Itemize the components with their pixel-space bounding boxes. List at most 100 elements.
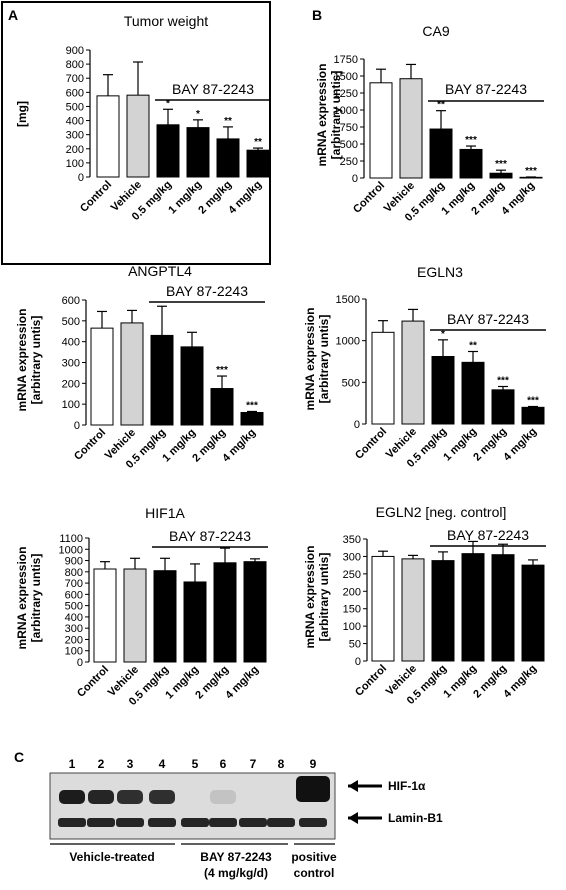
y-tick-label: 800 (66, 59, 84, 71)
lane-number: 1 (69, 757, 76, 771)
chart-title: EGLN2 [neg. control] (376, 504, 507, 520)
bay-group-label-2: (4 mg/kg/d) (204, 866, 268, 880)
western-blot: 1 2 3 4 5 6 7 8 9 HIF-1α Lamin-B1 Vehicle-treate… (49, 757, 443, 880)
y-tick-label: 600 (66, 87, 84, 99)
significance-label: *** (527, 396, 539, 407)
x-tick-label: Control (351, 180, 387, 216)
y-axis-label-2: [arbitrary untis] (29, 316, 43, 405)
y-tick-label: 1250 (334, 88, 358, 100)
lamin-band (58, 818, 86, 827)
y-axis-label-2: [arbitrary untis] (317, 315, 331, 404)
y-axis-label-2: [arbitrary untis] (29, 554, 43, 643)
significance-label: * (196, 109, 200, 120)
y-tick-label: 200 (65, 634, 83, 646)
hif-band (210, 790, 236, 804)
positive-group-label-1: positive (291, 850, 337, 864)
lane-number: 3 (127, 757, 134, 771)
bar (461, 553, 485, 662)
hif-band (117, 790, 143, 804)
y-tick-label: 300 (343, 551, 361, 563)
bar (519, 176, 543, 179)
hif-band-label: HIF-1α (388, 779, 426, 793)
bar (96, 95, 120, 178)
lamin-arrow-head (348, 812, 358, 824)
significance-label: * (166, 98, 170, 109)
lane-number: 6 (220, 757, 227, 771)
x-tick-label: 4 mg/kg (220, 427, 258, 465)
y-axis-label-2: [arbitrary untis] (329, 71, 343, 160)
y-tick-label: 500 (62, 316, 80, 328)
hif-band (88, 790, 114, 804)
treatment-bracket-label: BAY 87-2243 (445, 81, 527, 97)
y-tick-label: 500 (65, 601, 83, 613)
lane-number: 9 (310, 757, 317, 771)
y-tick-label: 200 (66, 144, 84, 156)
significance-label: *** (465, 135, 477, 146)
y-tick-label: 1000 (59, 544, 83, 556)
bar (491, 389, 515, 425)
x-tick-label: Control (353, 663, 389, 699)
bar (240, 412, 264, 426)
x-tick-label: Control (75, 664, 111, 700)
x-tick-label: Control (72, 427, 108, 463)
bar (186, 127, 210, 178)
bar (491, 554, 515, 662)
bar (183, 581, 207, 663)
y-tick-label: 1100 (59, 533, 83, 545)
y-tick-label: 100 (65, 646, 83, 658)
y-axis-label: mRNA expression (303, 308, 317, 411)
treatment-bracket-label: BAY 87-2243 (172, 81, 254, 97)
bar (180, 346, 204, 426)
significance-label: * (441, 329, 445, 340)
significance-label: *** (216, 365, 228, 376)
y-axis-label: mRNA expression (315, 64, 329, 167)
bar (150, 334, 174, 426)
bar (429, 128, 453, 179)
lane-number: 7 (250, 757, 257, 771)
bar (153, 570, 177, 663)
y-tick-label: 700 (66, 73, 84, 85)
y-tick-label: 300 (65, 623, 83, 635)
panel-a-frame (1, 1, 271, 265)
lamin-band (209, 818, 237, 827)
y-tick-label: 1750 (334, 54, 358, 66)
lane-numbers: 1 2 3 4 5 6 7 8 9 (69, 757, 317, 771)
y-tick-label: 1500 (336, 294, 360, 306)
y-tick-label: 200 (343, 586, 361, 598)
bar (126, 94, 150, 178)
y-tick-label: 250 (343, 569, 361, 581)
significance-label: ** (437, 100, 445, 111)
y-axis-label-2: [arbitrary untis] (317, 553, 331, 642)
lamin-band (239, 818, 267, 827)
y-tick-label: 700 (65, 578, 83, 590)
treatment-bracket-label: BAY 87-2243 (447, 311, 529, 327)
hif-arrow-head (348, 780, 358, 792)
y-tick-label: 100 (62, 399, 80, 411)
y-tick-label: 500 (340, 139, 358, 151)
x-tick-label: Control (353, 426, 389, 462)
x-tick-label: 4 mg/kg (499, 180, 537, 218)
y-tick-label: 750 (340, 122, 358, 134)
x-tick-label: 4 mg/kg (226, 179, 264, 217)
y-tick-label: 900 (65, 556, 83, 568)
bay-group-label-1: BAY 87-2243 (200, 850, 272, 864)
y-tick-label: 400 (62, 337, 80, 349)
treatment-bracket-label: BAY 87-2243 (166, 283, 248, 299)
panel-letter-c: C (14, 749, 24, 765)
panel-letter-b: B (312, 7, 322, 23)
lamin-band (87, 818, 115, 827)
lamin-band (299, 818, 327, 827)
y-tick-label: 400 (66, 116, 84, 128)
y-tick-label: 200 (62, 378, 80, 390)
y-tick-label: 350 (343, 534, 361, 546)
chart-title: EGLN3 (417, 264, 463, 280)
y-tick-label: 0 (78, 172, 84, 184)
bar (216, 138, 240, 178)
y-tick-label: 600 (65, 589, 83, 601)
bar (521, 406, 545, 425)
bar (371, 331, 395, 425)
bar (401, 320, 425, 425)
y-axis-label: [mg] (15, 101, 29, 127)
chart-egln2: EGLN2 [neg. control] mRNA expression [arbi… (303, 504, 546, 707)
